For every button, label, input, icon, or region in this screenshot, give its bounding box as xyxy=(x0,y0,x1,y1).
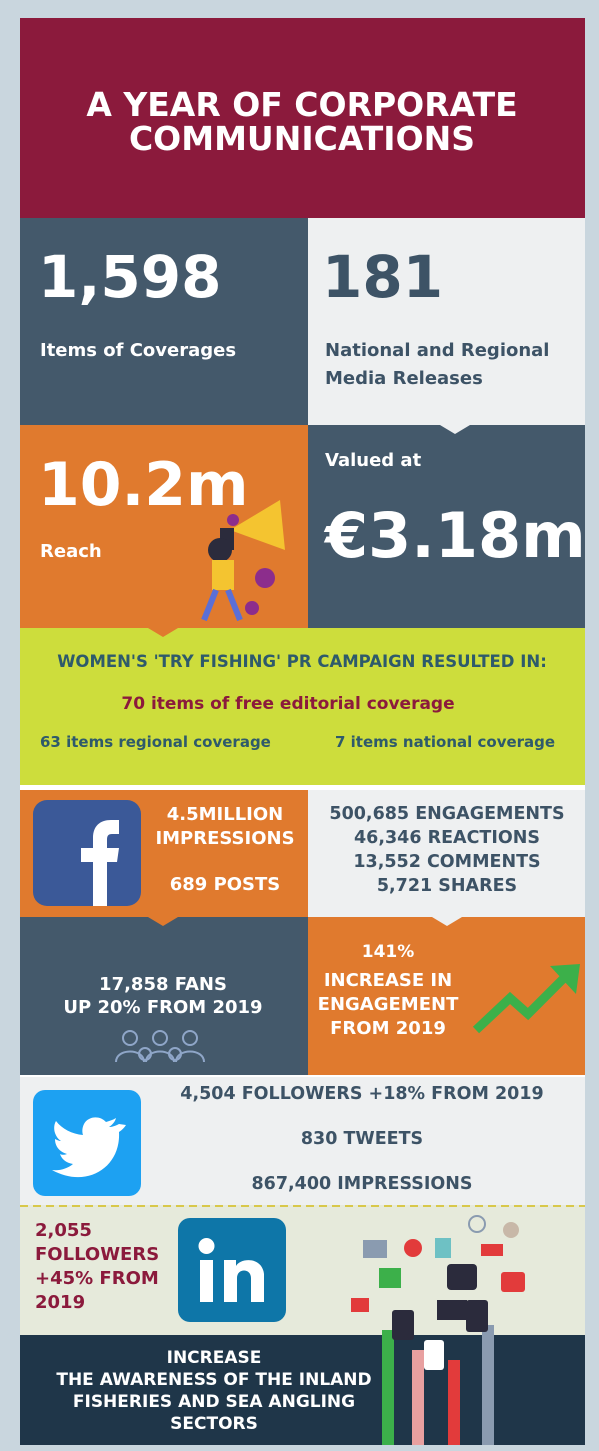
linkedin-stat: 2,055 xyxy=(35,1222,92,1240)
page: A YEAR OF CORPORATE COMMUNICATIONS 1,598… xyxy=(0,0,599,1451)
campaign-headline: 70 items of free editorial coverage xyxy=(121,696,454,713)
stat-label: National and Regional xyxy=(325,342,549,360)
fb-stat: 689 POSTS xyxy=(170,876,281,894)
footer-line: FISHERIES AND SEA ANGLING xyxy=(73,1394,355,1411)
notch xyxy=(148,621,178,637)
linkedin-stat: +45% FROM xyxy=(35,1270,159,1288)
title-line: COMMUNICATIONS xyxy=(129,122,475,155)
engagement-stat: FROM 2019 xyxy=(330,1020,446,1038)
hands-illustration xyxy=(372,1300,542,1445)
fans-stat: 17,858 FANS xyxy=(99,976,227,994)
campaign-stat: 63 items regional coverage xyxy=(40,735,271,750)
engagement-stat: 141% xyxy=(362,944,415,961)
megaphone-illustration xyxy=(190,490,300,625)
fb-stat: 13,552 COMMENTS xyxy=(353,854,540,872)
twitter-stat: 867,400 IMPRESSIONS xyxy=(251,1176,472,1194)
fb-stat: 500,685 ENGAGEMENTS xyxy=(329,806,564,824)
linkedin-icon xyxy=(178,1218,286,1322)
stat-value: 181 xyxy=(322,248,443,306)
campaign-title: WOMEN'S 'TRY FISHING' PR CAMPAIGN RESULT… xyxy=(57,654,547,671)
notch xyxy=(148,910,178,926)
linkedin-stat: 2019 xyxy=(35,1294,85,1312)
stat-label: Items of Coverages xyxy=(40,342,236,360)
linkedin-stat: FOLLOWERS xyxy=(35,1246,159,1264)
fb-stat: 46,346 REACTIONS xyxy=(354,830,540,848)
fb-stat: 5,721 SHARES xyxy=(377,878,517,896)
engagement-stat: INCREASE IN xyxy=(324,972,452,990)
fb-stat: IMPRESSIONS xyxy=(155,830,294,848)
facebook-icon xyxy=(33,800,141,906)
stat-label: Valued at xyxy=(325,452,421,470)
title-line: A YEAR OF CORPORATE xyxy=(86,88,517,121)
stat-label: Reach xyxy=(40,543,102,561)
stat-value: 1,598 xyxy=(38,248,221,306)
footer-line: THE AWARENESS OF THE INLAND xyxy=(56,1372,371,1389)
stat-label: Media Releases xyxy=(325,370,483,388)
stat-value: €3.18m xyxy=(325,505,586,567)
twitter-icon xyxy=(33,1090,141,1196)
people-icon xyxy=(112,1028,208,1072)
engagement-stat: ENGAGEMENT xyxy=(318,996,459,1014)
fb-stat: 4.5MILLION xyxy=(167,806,284,824)
campaign-stat: 7 items national coverage xyxy=(335,735,555,750)
fans-stat: UP 20% FROM 2019 xyxy=(63,999,262,1017)
divider xyxy=(20,1204,585,1208)
notch xyxy=(432,910,462,926)
growth-arrow xyxy=(470,960,582,1035)
footer-line: INCREASE xyxy=(167,1350,262,1367)
notch xyxy=(440,418,470,434)
twitter-stat: 4,504 FOLLOWERS +18% FROM 2019 xyxy=(180,1086,543,1104)
twitter-stat: 830 TWEETS xyxy=(301,1131,423,1149)
footer-line: SECTORS xyxy=(170,1416,258,1433)
